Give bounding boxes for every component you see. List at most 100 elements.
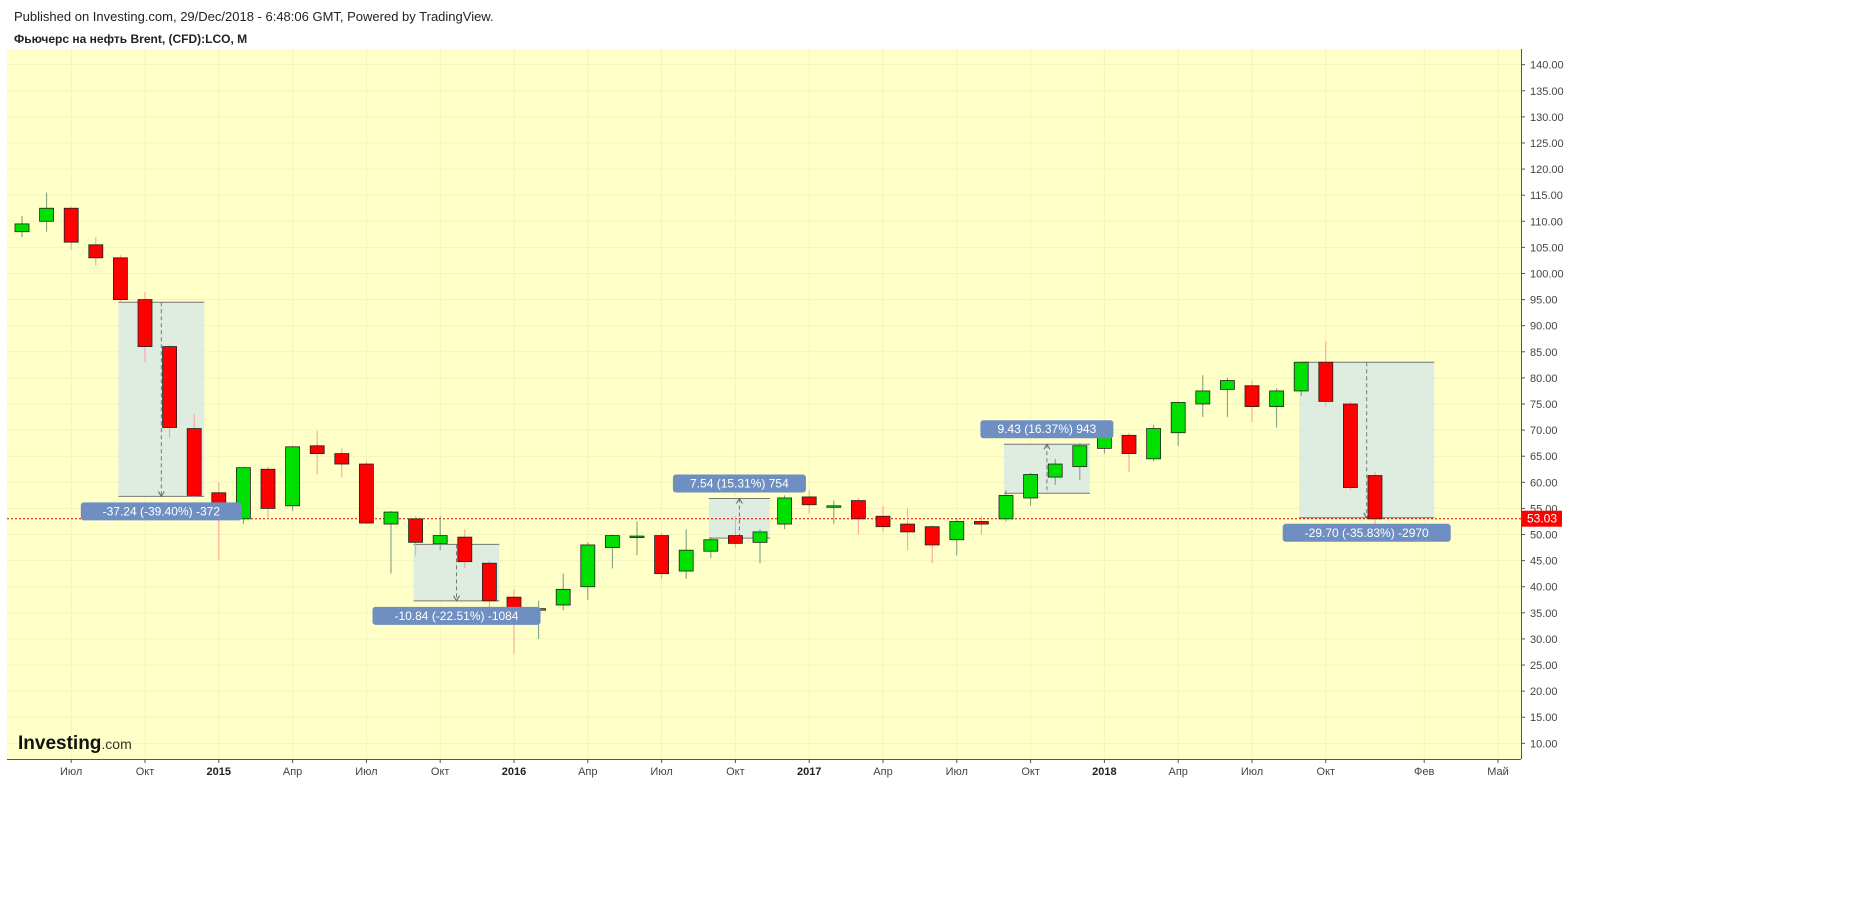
- measure-label-bg: [1282, 523, 1451, 542]
- price-tick-label: 120.00: [1530, 164, 1564, 176]
- candle-down: [924, 526, 940, 546]
- candle-up: [555, 588, 571, 606]
- time-tick-label: Июл: [650, 766, 672, 778]
- measure-label-bg: [980, 420, 1114, 439]
- investing-logo-text: Investing.com: [18, 733, 132, 754]
- price-tick-label: 90.00: [1530, 321, 1558, 333]
- price-tick-label: 75.00: [1530, 399, 1558, 411]
- candle-up: [1072, 445, 1088, 468]
- candle-up: [1195, 390, 1211, 405]
- candle-down: [457, 536, 473, 563]
- price-tick-label: 95.00: [1530, 295, 1558, 307]
- measure-label: -10.84 (-22.51%) -1084: [394, 609, 518, 623]
- price-tick-label: 85.00: [1530, 347, 1558, 359]
- logo-brand: Investing: [18, 733, 101, 754]
- price-tick-label: 135.00: [1530, 86, 1564, 98]
- candle-up: [432, 535, 448, 544]
- candle-down: [113, 257, 128, 300]
- price-tick-label: 130.00: [1530, 112, 1564, 124]
- candle-up: [1047, 463, 1063, 478]
- candle-down: [63, 207, 79, 243]
- candle-down: [974, 521, 989, 525]
- measure-label: -29.70 (-35.83%) -2970: [1305, 526, 1429, 540]
- price-tick-label: 125.00: [1530, 138, 1564, 150]
- price-tick-label: 70.00: [1530, 425, 1558, 437]
- logo-suffix: .com: [101, 736, 131, 752]
- candle-down: [875, 515, 891, 528]
- candle-down: [186, 428, 202, 496]
- price-tick-label: 140.00: [1530, 60, 1564, 72]
- candle-down: [900, 523, 915, 533]
- candle-up: [580, 544, 596, 588]
- candle-down: [88, 244, 104, 259]
- price-axis[interactable]: [1521, 49, 1568, 759]
- published-caption: Published on Investing.com, 29/Dec/2018 …: [14, 9, 494, 24]
- last-price-tag: 53.03: [1522, 510, 1562, 527]
- candle-up: [383, 511, 399, 525]
- measure-arrow-head: [735, 497, 743, 504]
- price-tick-label: 60.00: [1530, 477, 1558, 489]
- candle-up: [949, 521, 965, 541]
- time-tick-label: Июл: [946, 766, 968, 778]
- price-tick-label: 15.00: [1530, 712, 1558, 724]
- candle-up: [1023, 474, 1038, 499]
- candle-up: [777, 497, 792, 525]
- candle-down: [481, 562, 497, 602]
- price-tick-label: 110.00: [1530, 216, 1563, 228]
- measure-arrow-head: [1043, 443, 1051, 450]
- time-tick-label: 2018: [1092, 766, 1116, 778]
- price-tick-label: 10.00: [1530, 738, 1558, 750]
- price-tick-label: 100.00: [1530, 268, 1564, 280]
- candle-up: [285, 446, 301, 507]
- candle-up: [14, 223, 30, 233]
- time-tick-label: Апр: [1168, 766, 1187, 778]
- candle-down: [851, 500, 866, 520]
- candle-up: [678, 549, 694, 572]
- measurement-labels: -37.24 (-39.40%) -372 -10.84 (-22.51%) -1…: [80, 420, 1451, 625]
- measure-label: 9.43 (16.37%) 943: [998, 422, 1097, 436]
- candle-down: [162, 346, 178, 428]
- candle-up: [1269, 390, 1284, 408]
- price-tick-label: 35.00: [1530, 608, 1558, 620]
- time-tick-label: Июл: [355, 766, 377, 778]
- price-tick-label: 80.00: [1530, 373, 1558, 385]
- price-tick-label: 65.00: [1530, 451, 1558, 463]
- candle-down: [728, 535, 743, 544]
- measure-label: -37.24 (-39.40%) -372: [103, 504, 221, 518]
- time-tick-label: Окт: [1317, 766, 1336, 778]
- time-tick-label: 2015: [207, 766, 231, 778]
- measure-label-bg: [80, 502, 242, 521]
- candle-down: [1367, 475, 1383, 520]
- time-axis-ticks: Июл Окт 2015 Апр Июл Окт 2016 Апр Июл Окт 2017 Апр И…: [60, 759, 1509, 778]
- candle-up: [752, 531, 768, 543]
- price-tick-label: 40.00: [1530, 582, 1558, 594]
- time-tick-label: Окт: [136, 766, 155, 778]
- candle-up: [1293, 361, 1309, 392]
- candle-down: [408, 518, 424, 543]
- time-tick-label: Апр: [578, 766, 597, 778]
- time-tick-label: Июл: [1241, 766, 1263, 778]
- candle-down: [260, 468, 276, 509]
- candle-up: [629, 535, 645, 538]
- candle-down: [358, 463, 374, 524]
- candle-down: [1121, 434, 1137, 454]
- time-tick-label: Апр: [283, 766, 302, 778]
- measure-label: 7.54 (15.31%) 754: [690, 476, 789, 490]
- time-tick-label: Окт: [431, 766, 450, 778]
- candle-down: [801, 496, 817, 506]
- candle-down: [1318, 361, 1334, 402]
- price-axis-ticks: 140.00 135.00 130.00 125.00 120.00 115.00 110.…: [1521, 60, 1564, 750]
- candle-up: [1146, 428, 1161, 460]
- investing-logo: Investing.com: [18, 733, 132, 754]
- symbol-title: Фьючерс на нефть Brent, (CFD):LCO, M: [14, 32, 248, 46]
- candle-up: [998, 494, 1014, 520]
- time-tick-label: Фев: [1414, 766, 1434, 778]
- time-tick-label: Окт: [1021, 766, 1040, 778]
- measure-label-bg: [372, 606, 541, 625]
- candle-up: [826, 505, 842, 508]
- measure-arrow-head: [157, 491, 165, 498]
- time-tick-label: Май: [1487, 766, 1509, 778]
- price-tick-label: 45.00: [1530, 556, 1558, 568]
- time-tick-label: 2017: [797, 766, 821, 778]
